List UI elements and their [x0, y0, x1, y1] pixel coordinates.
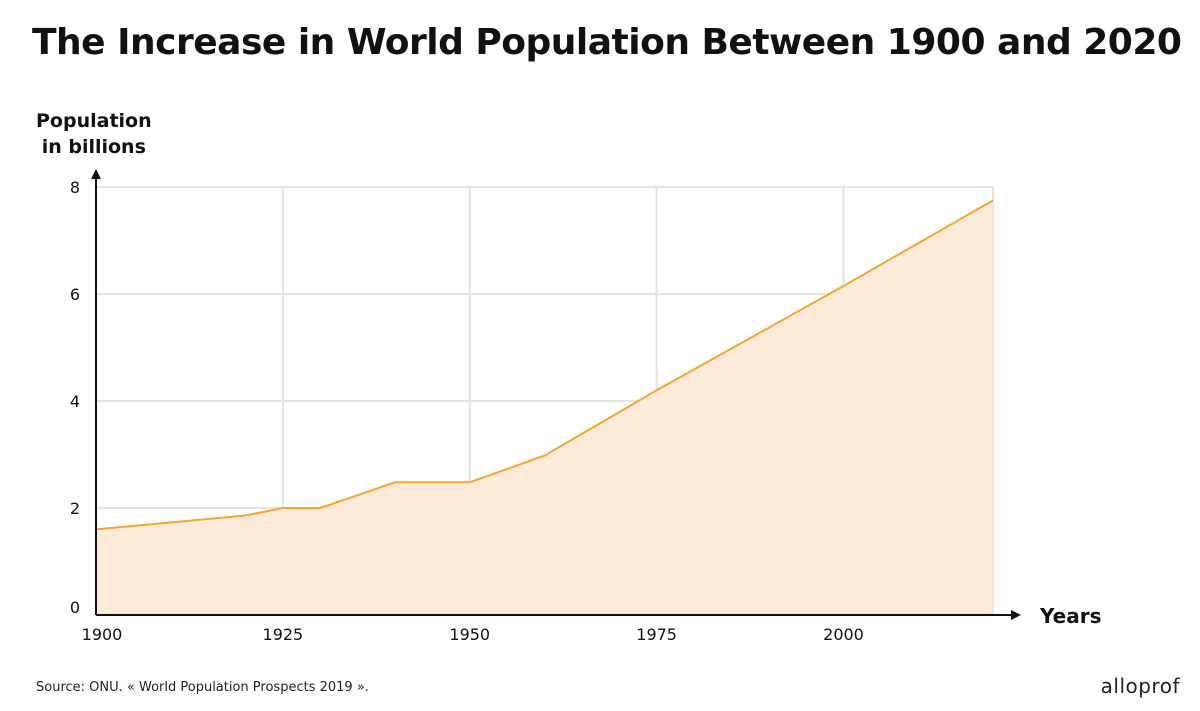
x-tick-label-2000: 2000 — [823, 625, 864, 644]
y-axis-label-line-2: in billions — [41, 136, 146, 158]
x-axis-arrow — [1011, 610, 1021, 620]
axes — [91, 169, 1021, 620]
y-tick-label-2: 2 — [70, 499, 80, 518]
y-axis-arrow — [91, 169, 101, 179]
series-line-population — [95, 199, 994, 531]
source-note: Source: ONU. « World Population Prospect… — [36, 680, 369, 695]
x-axis-label: Years — [1039, 604, 1101, 628]
brand-logo: alloprof — [1100, 674, 1180, 698]
y-tick-label-4: 4 — [70, 392, 80, 411]
area-fill — [96, 200, 993, 615]
tick-labels: 0 2 4 6 8 1900 1925 1950 1975 2000 — [70, 178, 864, 644]
chart-title: The Increase in World Population Between… — [32, 22, 1182, 63]
x-tick-label-1925: 1925 — [263, 625, 304, 644]
x-tick-label-1975: 1975 — [636, 625, 677, 644]
x-tick-label-1950: 1950 — [449, 625, 490, 644]
y-tick-label-8: 8 — [70, 178, 80, 197]
y-axis-label-line-1: Population — [36, 110, 152, 132]
x-tick-label-1900: 1900 — [82, 625, 123, 644]
y-tick-label-6: 6 — [70, 285, 80, 304]
y-tick-label-0: 0 — [70, 598, 80, 617]
y-axis-label: Population in billions — [36, 108, 152, 160]
